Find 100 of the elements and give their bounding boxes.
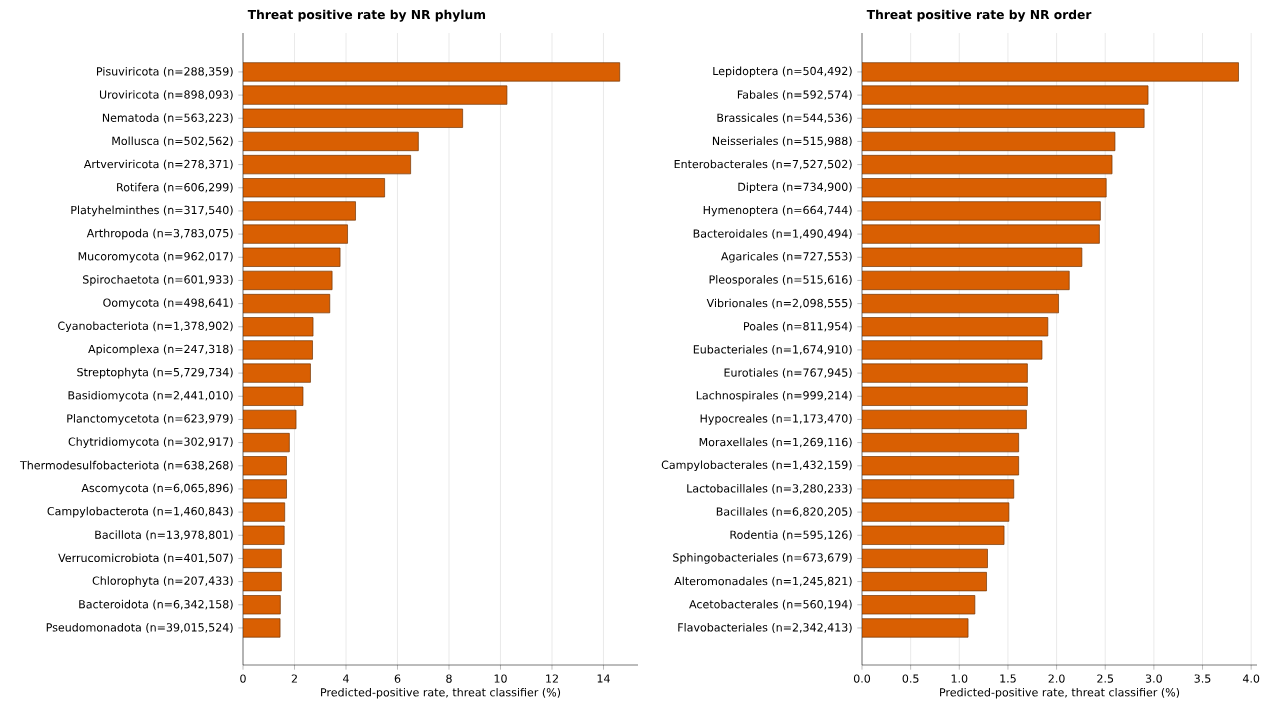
y-tick-label: Verrucomicrobiota (n=401,507) xyxy=(58,553,233,564)
y-tick-label: Fabales (n=592,574) xyxy=(737,90,852,101)
bar xyxy=(862,386,1028,406)
bar xyxy=(862,131,1116,152)
y-tick-label: Hymenoptera (n=664,744) xyxy=(703,205,852,217)
y-tick-label: Apicomplexa (n=247,318) xyxy=(88,344,233,356)
bar xyxy=(862,572,987,592)
bar xyxy=(862,270,1070,291)
bar xyxy=(243,154,411,175)
bar xyxy=(243,62,621,82)
bar xyxy=(862,595,976,615)
bar xyxy=(862,317,1049,337)
y-tick-label: Bacillales (n=6,820,205) xyxy=(716,507,852,518)
bar xyxy=(862,201,1101,221)
y-tick-label: Platyhelminthes (n=317,540) xyxy=(71,205,233,217)
y-tick-label: Sphingobacteriales (n=673,679) xyxy=(673,553,852,564)
y-tick-label: Rotifera (n=606,299) xyxy=(117,182,233,193)
y-tick-label: Brassicales (n=544,536) xyxy=(717,113,852,124)
x-tick-label: 4.0 xyxy=(1242,674,1260,683)
y-tick-label: Lactobacillales (n=3,280,233) xyxy=(687,484,852,494)
bar xyxy=(862,108,1145,128)
y-tick-label: Hypocreales (n=1,173,470) xyxy=(700,414,852,425)
bar xyxy=(862,178,1107,198)
y-tick-label: Ascomycota (n=6,065,896) xyxy=(81,483,233,495)
bar xyxy=(862,224,1100,244)
y-tick-label: Flavobacteriales (n=2,342,413) xyxy=(678,623,852,633)
y-tick-label: Oomycota (n=498,641) xyxy=(103,298,233,309)
y-tick-label: Moraxellales (n=1,269,116) xyxy=(699,437,852,448)
x-tick-label: 4 xyxy=(343,674,349,683)
bar xyxy=(243,131,419,152)
y-tick-label: Basidiomycota (n=2,441,010) xyxy=(68,390,233,402)
y-tick-label: Campylobacterota (n=1,460,843) xyxy=(47,506,233,518)
bar xyxy=(862,62,1239,82)
x-tick-label: 3.5 xyxy=(1194,674,1211,683)
y-tick-label: Bacteroidota (n=6,342,158) xyxy=(79,599,233,610)
bar xyxy=(243,293,331,314)
x-tick-label: 6 xyxy=(394,674,401,683)
x-tick-label: 1.5 xyxy=(1000,674,1016,683)
chart-title: Threat positive rate by NR order xyxy=(866,9,1092,22)
bar xyxy=(862,433,1019,453)
x-tick-label: 8 xyxy=(446,674,452,683)
bar xyxy=(243,363,311,383)
bar xyxy=(243,178,385,198)
y-tick-label: Campylobacterales (n=1,432,159) xyxy=(661,460,852,472)
x-tick-label: 0.0 xyxy=(853,674,871,683)
bar xyxy=(243,270,333,291)
bar xyxy=(862,85,1149,105)
x-tick-label: 14 xyxy=(597,674,610,683)
x-tick-label: 3.0 xyxy=(1145,674,1162,683)
y-tick-label: Planctomycetota (n=623,979) xyxy=(67,414,233,425)
y-tick-label: Alteromonadales (n=1,245,821) xyxy=(674,576,852,587)
bar xyxy=(862,479,1015,499)
x-tick-label: 0.5 xyxy=(902,674,919,683)
x-tick-label: 10 xyxy=(494,674,507,683)
x-tick-label: 2.5 xyxy=(1097,674,1114,683)
y-tick-label: Nematoda (n=563,223) xyxy=(102,113,233,124)
bar xyxy=(243,224,348,244)
bar xyxy=(862,456,1019,476)
y-tick-label: Agaricales (n=727,553) xyxy=(720,251,852,263)
bar xyxy=(243,595,281,615)
y-tick-label: Uroviricota (n=898,093) xyxy=(99,90,233,101)
x-axis-title: Predicted-positive rate, threat classifier (%) xyxy=(321,687,561,699)
bar xyxy=(243,572,282,592)
bar xyxy=(243,386,304,406)
bar xyxy=(862,154,1113,175)
x-tick-label: 1.0 xyxy=(951,674,968,683)
y-tick-label: Lachnospirales (n=999,214) xyxy=(696,390,852,402)
y-tick-label: Vibrionales (n=2,098,555) xyxy=(706,298,852,309)
y-tick-label: Diptera (n=734,900) xyxy=(738,182,852,194)
y-tick-label: Rodentia (n=595,126) xyxy=(730,530,852,541)
bar xyxy=(862,618,969,638)
x-tick-label: 12 xyxy=(546,674,558,683)
y-tick-label: Eurotiales (n=767,945) xyxy=(724,368,852,379)
y-tick-label: Chlorophyta (n=207,433) xyxy=(92,576,233,587)
y-tick-label: Enterobacterales (n=7,527,502) xyxy=(674,159,852,170)
bar xyxy=(243,433,290,453)
bar xyxy=(862,525,1005,545)
x-tick-label: 0 xyxy=(240,674,246,683)
y-tick-label: Bacteroidales (n=1,490,494) xyxy=(693,229,852,240)
y-tick-label: Mollusca (n=502,562) xyxy=(112,136,233,147)
y-tick-label: Spirochaetota (n=601,933) xyxy=(83,275,233,286)
bar xyxy=(243,456,287,476)
bar xyxy=(243,340,313,360)
y-tick-label: Acetobacterales (n=560,194) xyxy=(689,599,852,610)
y-tick-label: Streptophyta (n=5,729,734) xyxy=(77,367,233,379)
chart-title: Threat positive rate by NR phylum xyxy=(247,9,486,22)
bar xyxy=(862,502,1010,522)
y-tick-label: Pleosporales (n=515,616) xyxy=(709,275,852,286)
y-tick-label: Artverviricota (n=278,371) xyxy=(83,159,233,170)
y-tick-label: Cyanobacteriota (n=1,378,902) xyxy=(58,321,233,333)
y-tick-label: Poales (n=811,954) xyxy=(744,321,852,332)
y-tick-label: Chytridiomycota (n=302,917) xyxy=(68,437,233,448)
y-tick-label: Thermodesulfobacteriota (n=638,268) xyxy=(19,460,233,471)
bar xyxy=(243,479,287,499)
bar xyxy=(243,317,314,337)
bar xyxy=(243,108,463,128)
x-tick-label: 2 xyxy=(291,674,297,683)
y-tick-label: Arthropoda (n=3,783,075) xyxy=(86,228,233,240)
bar xyxy=(862,247,1083,267)
bar xyxy=(243,502,286,522)
